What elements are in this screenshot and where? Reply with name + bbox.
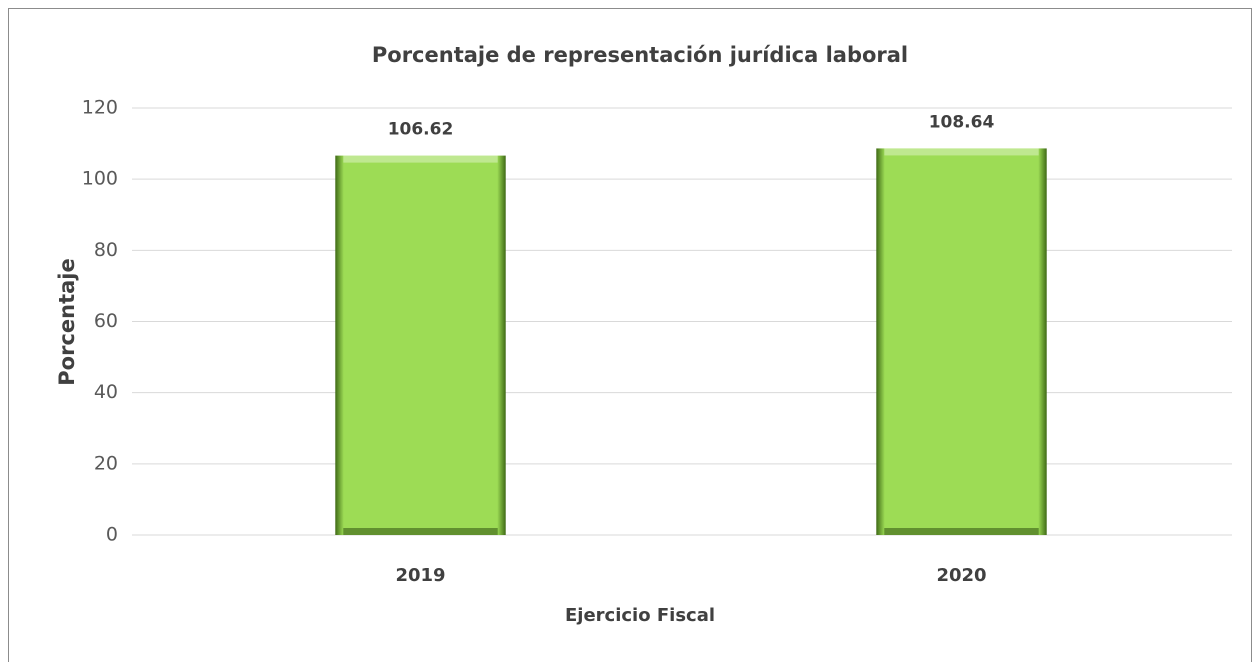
data-label: 106.62 <box>388 120 454 140</box>
bar-bevel-top <box>343 155 498 163</box>
bar-bevel-bottom <box>343 528 498 535</box>
bar <box>335 155 506 535</box>
y-tick-label: 120 <box>82 97 118 119</box>
y-tick-label: 0 <box>106 524 118 546</box>
y-tick-label: 100 <box>82 168 118 190</box>
y-tick-label: 20 <box>94 452 118 474</box>
y-tick-label: 80 <box>94 239 118 261</box>
bar-bevel-top <box>884 148 1039 156</box>
chart-border <box>8 8 1252 662</box>
y-tick-label: 60 <box>94 310 118 332</box>
bar <box>876 148 1047 535</box>
chart-title: Porcentaje de representación jurídica la… <box>372 43 908 67</box>
y-tick-label: 40 <box>94 381 118 403</box>
y-axis-label: Porcentaje <box>55 258 79 385</box>
x-axis-label: Ejercicio Fiscal <box>565 605 715 626</box>
x-tick-label: 2019 <box>395 565 445 586</box>
data-label: 108.64 <box>929 112 995 132</box>
bar-bevel-bottom <box>884 528 1039 535</box>
x-tick-label: 2020 <box>936 565 986 586</box>
